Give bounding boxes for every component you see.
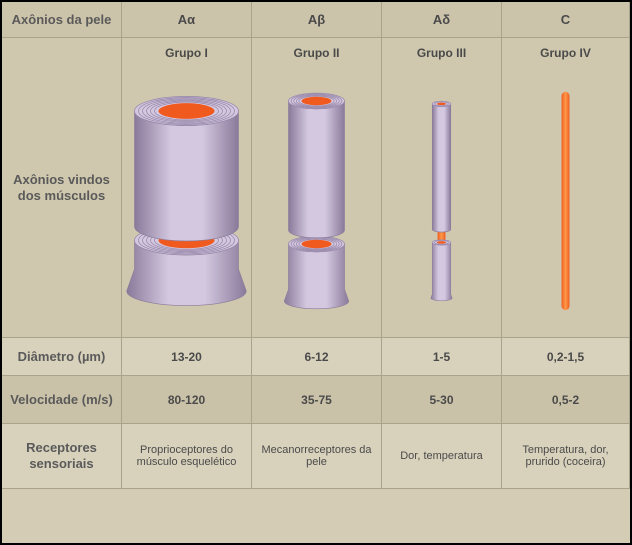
diameter-1-text: 6-12 bbox=[304, 350, 328, 364]
velocity-3: 0,5-2 bbox=[502, 376, 630, 424]
rowlabel-diameter: Diâmetro (µm) bbox=[2, 338, 122, 376]
velocity-1: 35-75 bbox=[252, 376, 382, 424]
fiber-illustration-0 bbox=[126, 66, 247, 335]
rowlabel-receptors: Receptores sensoriais bbox=[2, 424, 122, 489]
col-skin-2: Aδ bbox=[382, 2, 502, 38]
receptors-0: Proprioceptores do músculo esquelético bbox=[122, 424, 252, 489]
fiber-cell-2: Grupo III bbox=[382, 38, 502, 338]
diameter-3: 0,2-1,5 bbox=[502, 338, 630, 376]
col-skin-3: C bbox=[502, 2, 630, 38]
diameter-1: 6-12 bbox=[252, 338, 382, 376]
rowlabel-receptors-text: Receptores sensoriais bbox=[6, 440, 117, 471]
receptors-1-text: Mecanorreceptores da pele bbox=[256, 444, 377, 468]
col-muscle-3: Grupo IV bbox=[540, 46, 591, 60]
col-skin-2-text: Aδ bbox=[433, 12, 450, 27]
fiber-illustration-2 bbox=[386, 66, 497, 335]
receptors-1: Mecanorreceptores da pele bbox=[252, 424, 382, 489]
col-skin-0: Aα bbox=[122, 2, 252, 38]
col-muscle-1: Grupo II bbox=[294, 46, 340, 60]
rowlabel-velocity-text: Velocidade (m/s) bbox=[10, 392, 113, 408]
velocity-2: 5-30 bbox=[382, 376, 502, 424]
receptors-2: Dor, temperatura bbox=[382, 424, 502, 489]
velocity-0-text: 80-120 bbox=[168, 393, 205, 407]
col-muscle-0: Grupo I bbox=[165, 46, 208, 60]
velocity-1-text: 35-75 bbox=[301, 393, 332, 407]
col-skin-0-text: Aα bbox=[178, 12, 195, 27]
velocity-3-text: 0,5-2 bbox=[552, 393, 579, 407]
fiber-cell-3: Grupo IV bbox=[502, 38, 630, 338]
col-skin-3-text: C bbox=[561, 12, 570, 27]
receptors-3-text: Temperatura, dor, prurido (coceira) bbox=[506, 444, 625, 468]
col-muscle-2: Grupo III bbox=[417, 46, 466, 60]
fiber-illustration-1 bbox=[256, 66, 377, 335]
diameter-2-text: 1-5 bbox=[433, 350, 450, 364]
diameter-0: 13-20 bbox=[122, 338, 252, 376]
rowlabel-skin-axon: Axônios da pele bbox=[2, 2, 122, 38]
fiber-cell-0: Grupo I bbox=[122, 38, 252, 338]
diameter-2: 1-5 bbox=[382, 338, 502, 376]
velocity-0: 80-120 bbox=[122, 376, 252, 424]
diameter-3-text: 0,2-1,5 bbox=[547, 350, 584, 364]
rowlabel-skin-axon-text: Axônios da pele bbox=[12, 12, 112, 28]
fiber-illustration-3 bbox=[506, 66, 625, 335]
rowlabel-muscle-axon: Axônios vindos dos músculos bbox=[2, 38, 122, 338]
diameter-0-text: 13-20 bbox=[171, 350, 202, 364]
rowlabel-velocity: Velocidade (m/s) bbox=[2, 376, 122, 424]
receptors-3: Temperatura, dor, prurido (coceira) bbox=[502, 424, 630, 489]
receptors-2-text: Dor, temperatura bbox=[400, 450, 483, 462]
receptors-0-text: Proprioceptores do músculo esquelético bbox=[126, 444, 247, 468]
col-skin-1-text: Aβ bbox=[308, 12, 325, 27]
col-skin-1: Aβ bbox=[252, 2, 382, 38]
velocity-2-text: 5-30 bbox=[429, 393, 453, 407]
rowlabel-diameter-text: Diâmetro (µm) bbox=[18, 349, 106, 365]
fiber-cell-1: Grupo II bbox=[252, 38, 382, 338]
rowlabel-muscle-axon-text: Axônios vindos dos músculos bbox=[6, 172, 117, 203]
